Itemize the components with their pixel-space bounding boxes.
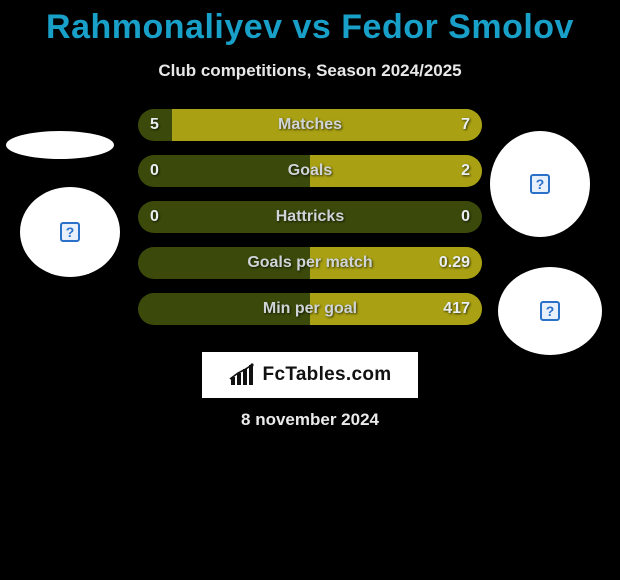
comparison-content: ? ? ? 5 Matches 7 0 Goals 2 [0, 109, 620, 369]
stat-row: 0 Goals 2 [138, 155, 482, 187]
left-club-logo [6, 131, 114, 159]
right-club-logo: ? [490, 131, 590, 237]
stat-label: Goals per match [138, 247, 482, 279]
placeholder-icon: ? [60, 222, 80, 242]
stat-row: Goals per match 0.29 [138, 247, 482, 279]
stat-row: 0 Hattricks 0 [138, 201, 482, 233]
stat-label: Goals [138, 155, 482, 187]
stat-value-right: 7 [461, 109, 470, 141]
stat-row: 5 Matches 7 [138, 109, 482, 141]
stat-value-right: 2 [461, 155, 470, 187]
bar-chart-icon [229, 363, 257, 387]
page-subtitle: Club competitions, Season 2024/2025 [0, 61, 620, 81]
stat-label: Hattricks [138, 201, 482, 233]
stat-label: Matches [138, 109, 482, 141]
left-player-avatar: ? [20, 187, 120, 277]
brand-label: FcTables.com [263, 364, 392, 386]
stat-label: Min per goal [138, 293, 482, 325]
brand-box: FcTables.com [202, 352, 418, 398]
stats-container: 5 Matches 7 0 Goals 2 0 Hattricks 0 [138, 109, 482, 339]
stat-row: Min per goal 417 [138, 293, 482, 325]
stat-value-right: 0.29 [439, 247, 470, 279]
placeholder-icon: ? [540, 301, 560, 321]
page-title: Rahmonaliyev vs Fedor Smolov [0, 0, 620, 47]
placeholder-icon: ? [530, 174, 550, 194]
stat-value-right: 417 [443, 293, 470, 325]
right-player-avatar: ? [498, 267, 602, 355]
stat-value-right: 0 [461, 201, 470, 233]
date-label: 8 november 2024 [0, 410, 620, 430]
